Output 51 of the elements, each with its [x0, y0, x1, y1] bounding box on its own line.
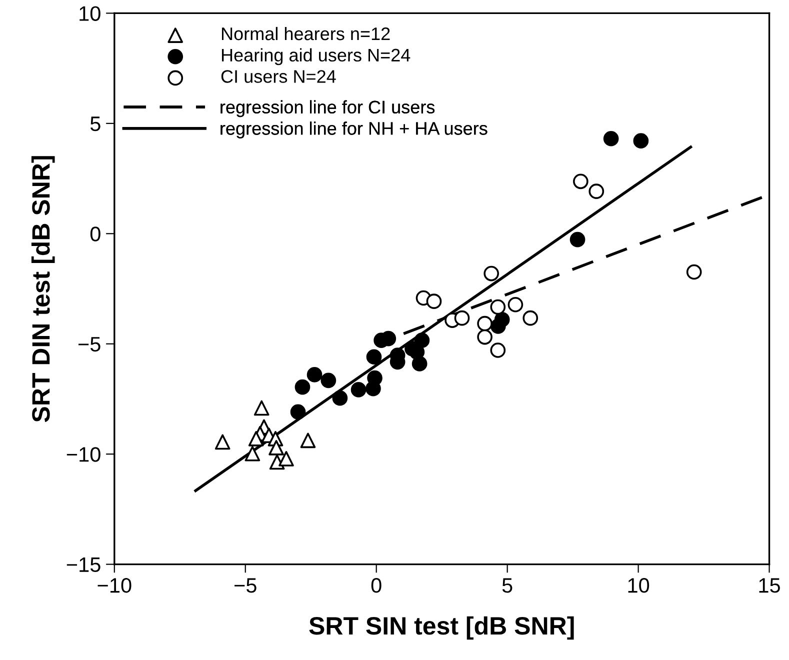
point	[294, 379, 310, 395]
point	[254, 400, 270, 416]
y-tick-label: 5	[90, 116, 100, 132]
point	[490, 318, 506, 334]
point	[603, 130, 619, 146]
legend-label: Normal hearers n=12	[222, 26, 390, 40]
point	[306, 367, 322, 382]
x-tick-label: 5	[502, 578, 512, 593]
legend-label: CI users N=24	[221, 70, 336, 83]
point	[366, 349, 382, 365]
y-tick-label: 10	[80, 6, 100, 21]
point	[300, 432, 316, 448]
point	[686, 264, 702, 280]
x-tick-label: 15	[759, 578, 780, 593]
point	[248, 430, 264, 446]
y-tick-label: −10	[66, 447, 100, 462]
y-tick-label: −15	[66, 558, 100, 572]
y-tick-label: 0	[90, 226, 100, 242]
point	[454, 310, 470, 326]
legend-label: Hearing aid users N=24	[222, 48, 410, 66]
point	[573, 174, 588, 190]
point	[290, 404, 306, 420]
point	[426, 294, 442, 309]
point	[484, 266, 500, 282]
point	[508, 296, 524, 312]
point	[522, 310, 538, 326]
y-tick-label: −5	[78, 337, 100, 352]
x-tick-label: 0	[371, 578, 382, 593]
x-axis-title: SRT SIN test [dB SNR]	[309, 616, 574, 640]
x-tick-label: −5	[234, 578, 256, 593]
point	[412, 356, 428, 372]
point	[490, 299, 506, 315]
point	[570, 232, 586, 248]
point	[332, 390, 348, 406]
point	[367, 370, 382, 386]
y-axis-title: SRT DIN test [dB SNR]	[31, 156, 55, 422]
point	[350, 382, 366, 398]
point	[490, 342, 506, 358]
point	[320, 372, 336, 388]
legend-label: regression line for NH + HA users	[220, 122, 488, 138]
point	[633, 133, 649, 149]
point	[477, 329, 492, 345]
point	[588, 184, 604, 199]
point	[214, 434, 230, 450]
point	[278, 451, 294, 466]
point	[244, 446, 260, 462]
legend-label: regression line for CI users	[220, 100, 435, 118]
point	[477, 316, 492, 332]
point	[268, 440, 284, 456]
x-tick-label: 10	[628, 578, 650, 593]
point	[414, 332, 430, 348]
